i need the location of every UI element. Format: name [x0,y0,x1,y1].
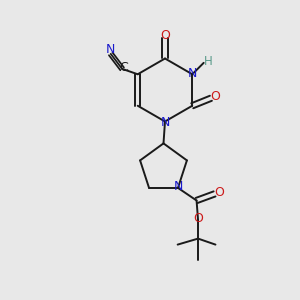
Text: O: O [160,29,170,42]
Text: N: N [188,67,198,80]
Text: C: C [119,61,128,74]
Text: N: N [161,116,170,129]
Text: O: O [214,186,224,199]
Text: N: N [174,180,183,193]
Text: O: O [193,212,203,225]
Text: H: H [204,55,213,68]
Text: N: N [106,43,116,56]
Text: O: O [210,90,220,103]
